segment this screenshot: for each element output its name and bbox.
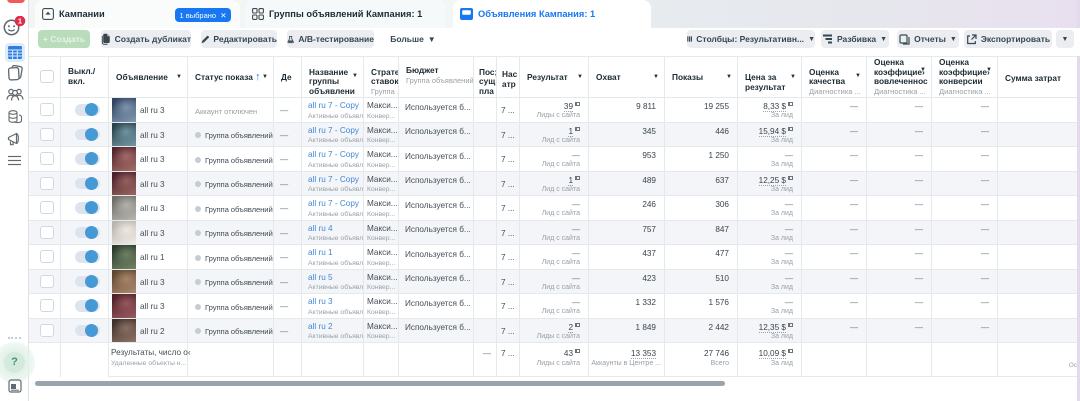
svg-text:1: 1 — [18, 17, 22, 26]
